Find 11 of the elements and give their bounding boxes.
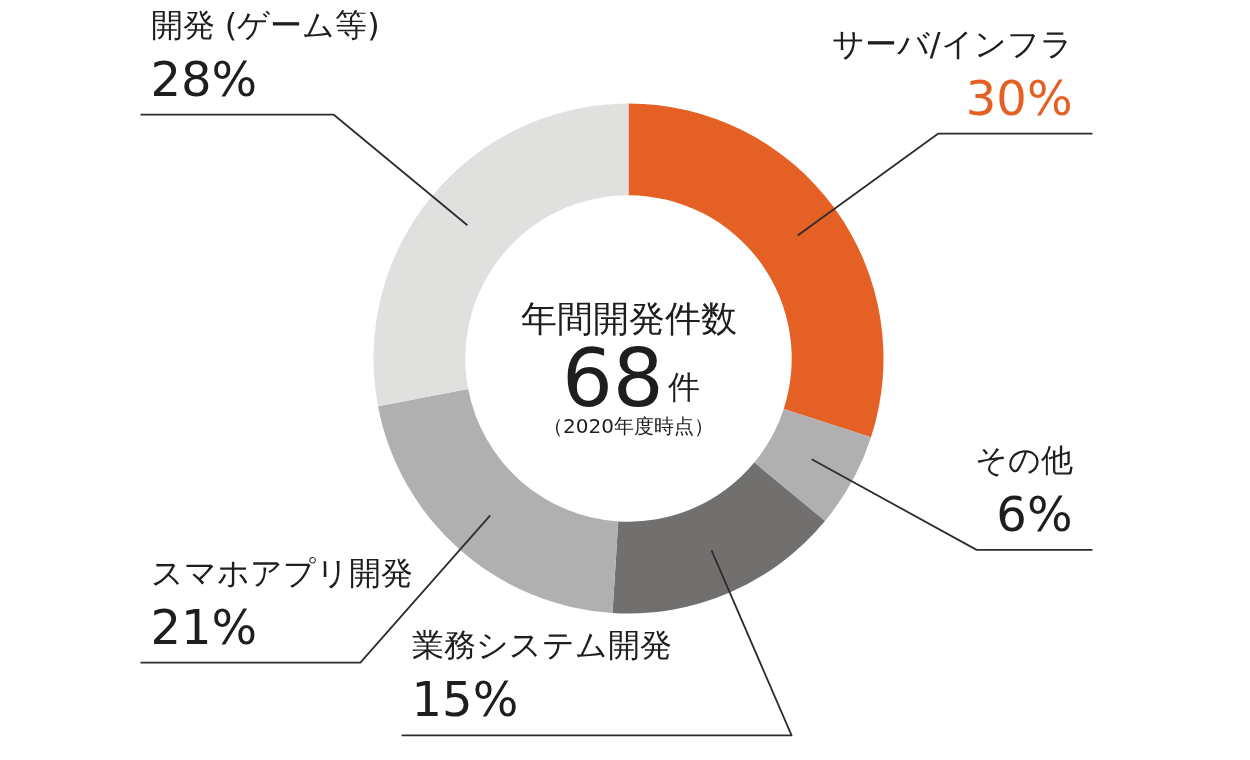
slice-label: サーバ/インフラ [831,24,1073,63]
text: （2020年度時点） [543,413,714,438]
slice-label: 開発 (ゲーム等) [150,5,380,44]
data-label: 28% [150,50,258,107]
data-label: 15% [411,671,519,728]
slice-label: スマホアプリ開発 [150,553,413,592]
data-label: 21% [150,598,258,655]
slice-label: その他 [974,440,1073,479]
slice-label: 業務システム開発 [411,626,672,665]
data-label: 6% [996,485,1073,542]
data-label: 30% [965,69,1073,126]
